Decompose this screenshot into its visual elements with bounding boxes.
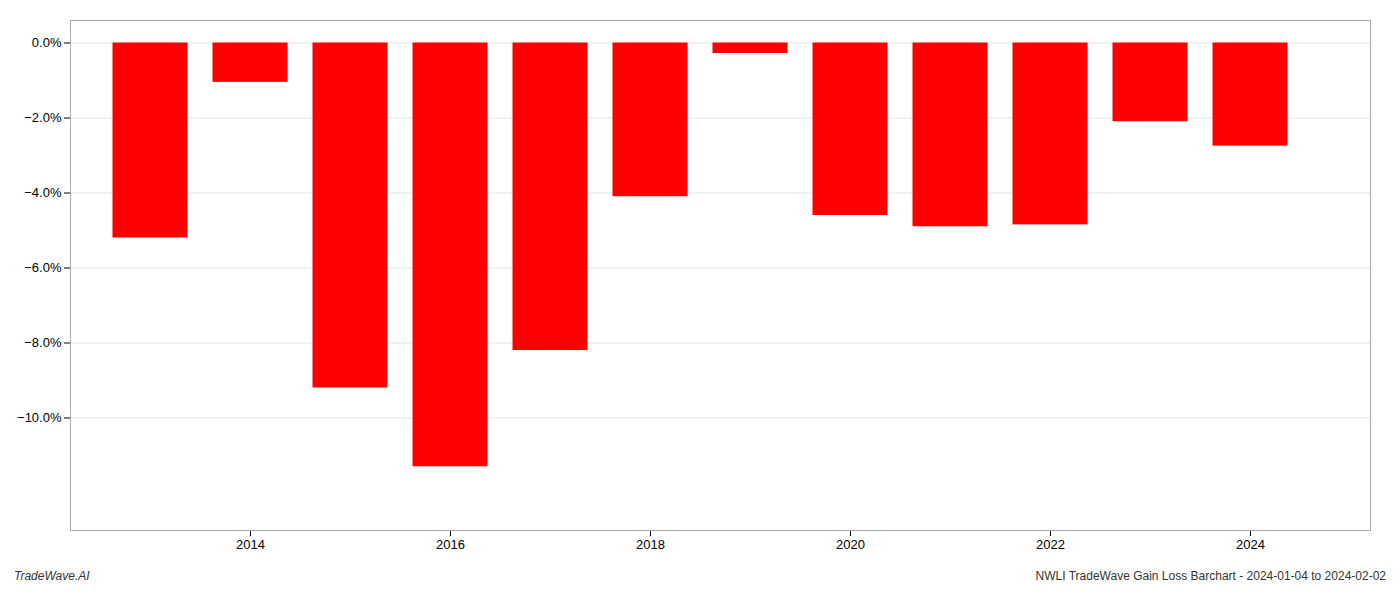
svg-text:−10.0%: −10.0% — [17, 410, 62, 425]
html-text:TradeWave.AI: TradeWave.AI — [14, 569, 90, 583]
svg-text:−6.0%: −6.0% — [24, 260, 62, 275]
svg-text:−2.0%: −2.0% — [24, 110, 62, 125]
svg-text:2024: 2024 — [1236, 537, 1265, 552]
html-text:NWLI TradeWave Gain Loss Barch: NWLI TradeWave Gain Loss Barchart - 2024… — [1035, 569, 1386, 583]
svg-text:−4.0%: −4.0% — [24, 185, 62, 200]
svg-text:2022: 2022 — [1036, 537, 1065, 552]
svg-text:2020: 2020 — [836, 537, 865, 552]
svg-text:2016: 2016 — [436, 537, 465, 552]
svg-text:2014: 2014 — [236, 537, 265, 552]
svg-text:2018: 2018 — [636, 537, 665, 552]
svg-text:−8.0%: −8.0% — [24, 335, 62, 350]
svg-text:0.0%: 0.0% — [32, 35, 62, 50]
